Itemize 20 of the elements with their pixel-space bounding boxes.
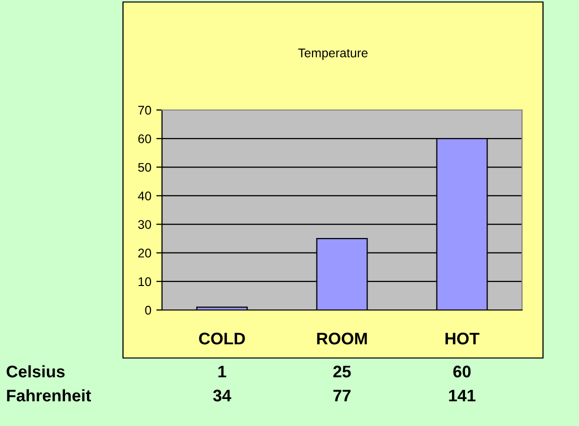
y-tick-label: 20 (138, 248, 152, 258)
text: Fahrenheit (7, 389, 91, 402)
y-tick-label: 0 (145, 306, 152, 315)
y-tick-label: 70 (138, 106, 152, 115)
y-tick-label: 50 (138, 162, 152, 172)
y-tick-label: 30 (138, 220, 152, 229)
x-tick-label: HOT (446, 332, 480, 344)
data-label: 1 (218, 366, 226, 378)
text: 34 (213, 390, 232, 402)
y-tick-label: 60 (138, 134, 152, 144)
y-tick-label: 40 (138, 192, 152, 200)
text: 141 (449, 390, 476, 402)
x-tick-label: COLD (199, 332, 245, 344)
x-tick-label: ROOM (317, 332, 367, 344)
y-tick-label: 10 (138, 277, 152, 286)
text: 77 (333, 390, 351, 402)
data-label: 25 (333, 366, 351, 378)
data-label: 60 (453, 366, 471, 378)
y-axis-title: Celsius (6, 365, 65, 378)
chart-title: Temperature (298, 48, 368, 60)
